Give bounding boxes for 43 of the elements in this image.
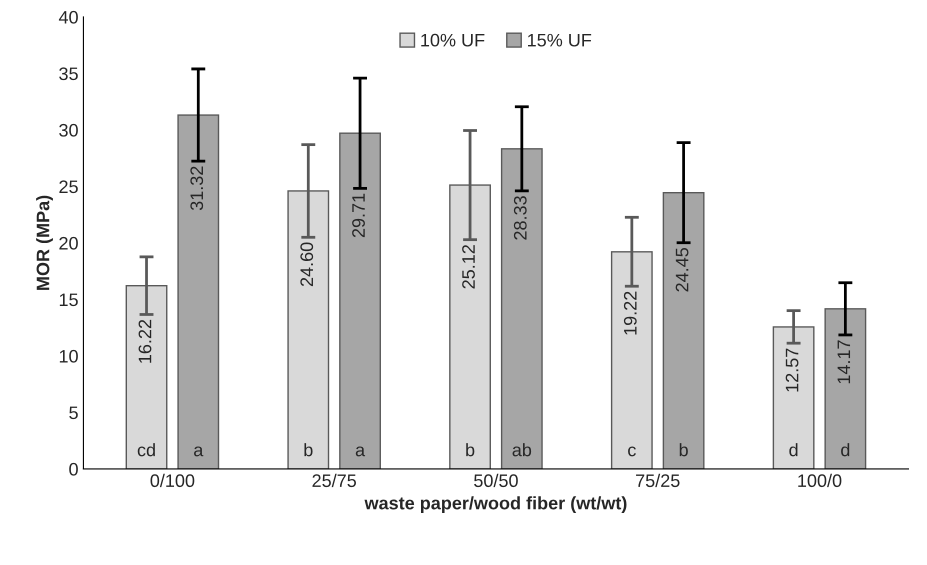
data-label: 28.33 [514, 196, 527, 240]
annotation: c [628, 446, 636, 456]
y-tick-label: 15 [60, 294, 78, 306]
bar [177, 114, 220, 469]
y-tick-label: 0 [69, 462, 78, 476]
y-tick-label: 35 [59, 67, 78, 80]
data-label: 16.22 [138, 320, 152, 363]
x-tick-label: 25/75 [312, 474, 356, 488]
bar [824, 308, 866, 469]
annotation: b [304, 443, 313, 456]
annotation: a [356, 446, 366, 456]
x-tick-label: 75/25 [636, 474, 680, 488]
data-label: 24.60 [300, 242, 314, 286]
legend-label: 15% UF [528, 34, 592, 47]
x-tick-label: 0/100 [150, 474, 194, 488]
x-tick-label: 50/50 [474, 474, 518, 488]
annotation: b [466, 443, 474, 456]
x-tick-label: 100/0 [798, 474, 842, 488]
y-tick-label: 5 [69, 406, 78, 420]
annotation: cd [138, 443, 155, 456]
y-tick-label: 30 [59, 124, 78, 137]
annotation: b [680, 443, 688, 456]
annotation: d [789, 443, 798, 456]
y-tick-label: 40 [58, 10, 78, 24]
data-label: 24.45 [676, 248, 688, 292]
annotation: d [841, 443, 850, 456]
legend-label: 10% UF [421, 34, 484, 47]
annotation: ab [512, 443, 532, 456]
y-axis-title: MOR (MPa) [36, 196, 53, 290]
data-label: 29.71 [352, 194, 365, 238]
data-label: 12.57 [786, 348, 798, 392]
bar [500, 148, 543, 469]
y-tick-label: 25 [59, 180, 78, 194]
data-label: 31.32 [190, 166, 204, 210]
data-label: 19.22 [624, 292, 637, 335]
y-tick-label: 20 [59, 236, 78, 250]
y-tick-label: 10 [60, 350, 78, 363]
data-label: 25.12 [462, 245, 475, 288]
annotation: a [194, 446, 204, 456]
x-axis-title: waste paper/wood fiber (wt/wt) [364, 496, 626, 514]
data-label: 14.17 [838, 340, 850, 384]
bar [339, 132, 381, 469]
bar [662, 192, 705, 469]
